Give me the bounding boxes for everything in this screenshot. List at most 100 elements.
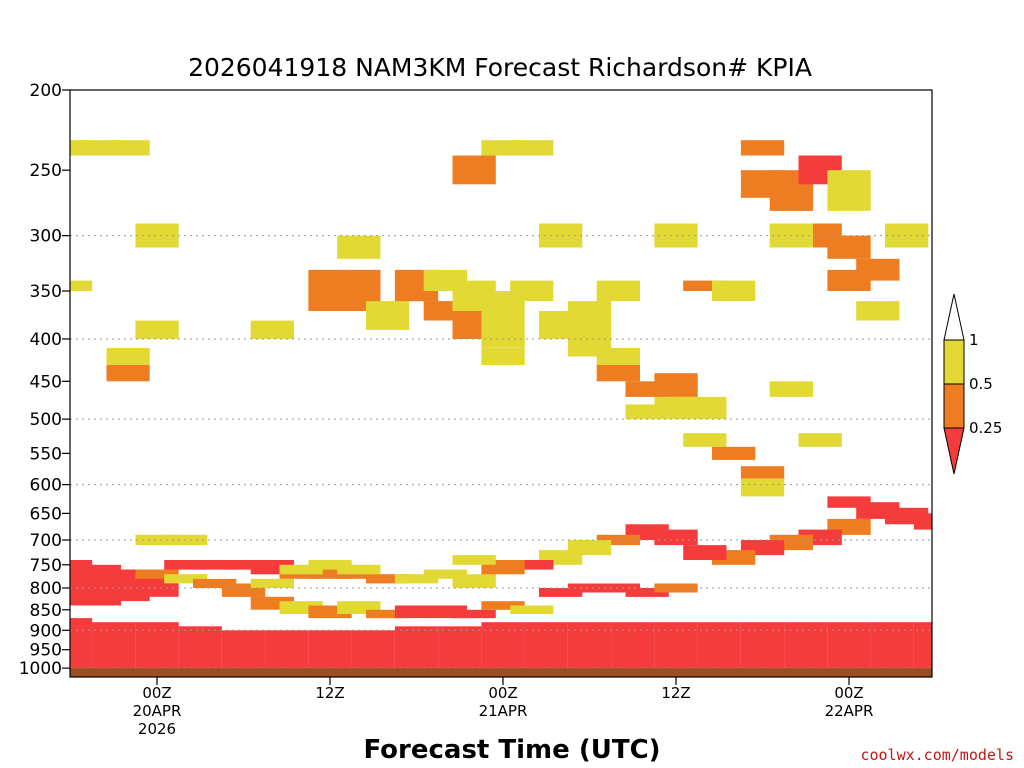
chart-title: 2026041918 NAM3KM Forecast Richardson# K… bbox=[188, 53, 812, 82]
heatmap-cell bbox=[135, 534, 179, 546]
y-tick-label: 850 bbox=[30, 601, 62, 621]
heatmap-cell bbox=[567, 622, 612, 669]
y-tick-label: 250 bbox=[30, 161, 62, 181]
heatmap-cell bbox=[596, 280, 640, 302]
heatmap-cell bbox=[539, 588, 583, 597]
heatmap-cell bbox=[913, 622, 932, 669]
heatmap-cell bbox=[481, 601, 525, 610]
heatmap-cell bbox=[92, 622, 136, 669]
legend-label: 0.25 bbox=[969, 419, 1002, 437]
y-tick-label: 750 bbox=[30, 556, 62, 576]
x-axis-label: Forecast Time (UTC) bbox=[363, 735, 660, 765]
y-tick-label: 500 bbox=[30, 410, 62, 430]
x-tick-label: 00Z bbox=[488, 684, 517, 702]
heatmap-cell bbox=[0, 485, 6, 540]
heatmap-cell bbox=[265, 630, 309, 669]
heatmap-cell bbox=[683, 280, 727, 291]
y-tick-label: 350 bbox=[30, 282, 62, 302]
y-tick-label: 700 bbox=[30, 531, 62, 551]
heatmap-cell bbox=[250, 320, 294, 339]
heatmap-cell bbox=[784, 622, 828, 669]
legend-bin-bottom bbox=[943, 427, 965, 475]
y-axis-ticks: 200 250 300 350 400 450 500 550 600 650 700 750 8008… bbox=[19, 81, 70, 679]
heatmap-cell bbox=[135, 569, 179, 579]
heatmap-cell bbox=[596, 583, 640, 593]
legend-bin-orange bbox=[943, 383, 965, 429]
heatmap-cell bbox=[524, 622, 568, 669]
heatmap-cell bbox=[351, 630, 395, 669]
heatmap-cell bbox=[654, 622, 698, 669]
x-tick-label: 2026 bbox=[138, 720, 176, 738]
heatmap-cell bbox=[438, 626, 482, 669]
y-tick-label: 450 bbox=[30, 372, 62, 392]
x-tick-label: 12Z bbox=[661, 684, 690, 702]
heatmap-cells bbox=[0, 140, 932, 669]
y-tick-label: 300 bbox=[30, 227, 62, 247]
heatmap-cell bbox=[106, 140, 150, 156]
heatmap-cell bbox=[856, 258, 900, 281]
heatmap-cell bbox=[885, 223, 929, 248]
heatmap-cell bbox=[221, 560, 266, 570]
heatmap-cell bbox=[481, 622, 525, 669]
x-tick-label: 20APR bbox=[133, 702, 182, 720]
heatmap-cell bbox=[611, 622, 655, 669]
heatmap-cell bbox=[567, 301, 612, 330]
heatmap-cell bbox=[510, 280, 554, 302]
heatmap-cell bbox=[308, 569, 352, 579]
heatmap-cell bbox=[452, 155, 496, 185]
heatmap-cell bbox=[567, 583, 612, 593]
heatmap-cell bbox=[712, 280, 756, 302]
legend-label: 1 bbox=[969, 331, 979, 349]
x-tick-label: 22APR bbox=[825, 702, 874, 720]
heatmap-cell bbox=[178, 626, 222, 669]
heatmap-cell bbox=[827, 235, 871, 259]
heatmap-cell bbox=[394, 574, 439, 584]
heatmap-cell bbox=[135, 622, 179, 669]
color-legend: 1 0.5 0.25 bbox=[943, 293, 1002, 475]
heatmap-cell bbox=[740, 140, 785, 156]
heatmap-cell bbox=[740, 466, 785, 479]
heatmap-cell bbox=[827, 170, 871, 211]
credit-text: coolwx.com/models bbox=[860, 746, 1014, 764]
y-tick-label: 550 bbox=[30, 444, 62, 464]
x-tick-label: 00Z bbox=[142, 684, 171, 702]
heatmap-cell bbox=[481, 347, 525, 365]
heatmap-cell bbox=[164, 560, 208, 570]
y-tick-label: 800 bbox=[30, 579, 62, 599]
heatmap-cell bbox=[740, 478, 785, 497]
y-tick-label: 900 bbox=[30, 621, 62, 641]
heatmap-cell bbox=[870, 622, 914, 669]
heatmap-cell bbox=[308, 630, 352, 669]
heatmap-cell bbox=[423, 569, 467, 579]
heatmap-cell bbox=[654, 373, 698, 397]
heatmap-cell bbox=[308, 560, 352, 570]
y-tick-label: 950 bbox=[30, 641, 62, 661]
ground-shading bbox=[70, 668, 932, 677]
y-tick-label: 1000 bbox=[19, 659, 62, 679]
x-tick-label: 12Z bbox=[315, 684, 344, 702]
y-tick-label: 400 bbox=[30, 330, 62, 350]
heatmap-cell bbox=[0, 447, 6, 485]
heatmap-cell bbox=[279, 564, 323, 575]
y-tick-label: 600 bbox=[30, 476, 62, 496]
heatmap-cell bbox=[510, 140, 554, 156]
heatmap-cell bbox=[798, 433, 842, 447]
legend-bin-top bbox=[943, 293, 965, 341]
ground-fill bbox=[70, 668, 932, 677]
heatmap-cell bbox=[164, 574, 208, 584]
y-tick-label: 200 bbox=[30, 81, 62, 101]
heatmap-cell bbox=[193, 560, 237, 570]
heatmap-cell bbox=[596, 347, 640, 365]
heatmap-cell bbox=[769, 381, 813, 397]
heatmap-cell bbox=[0, 614, 6, 668]
heatmap-cell bbox=[0, 555, 6, 614]
heatmap-cell bbox=[135, 320, 179, 339]
x-tick-label: 00Z bbox=[834, 684, 863, 702]
heatmap-cell bbox=[697, 622, 741, 669]
heatmap-cell bbox=[70, 618, 93, 669]
heatmap-cell bbox=[596, 365, 640, 382]
heatmap-cell bbox=[106, 347, 150, 365]
heatmap-cell bbox=[712, 446, 756, 460]
